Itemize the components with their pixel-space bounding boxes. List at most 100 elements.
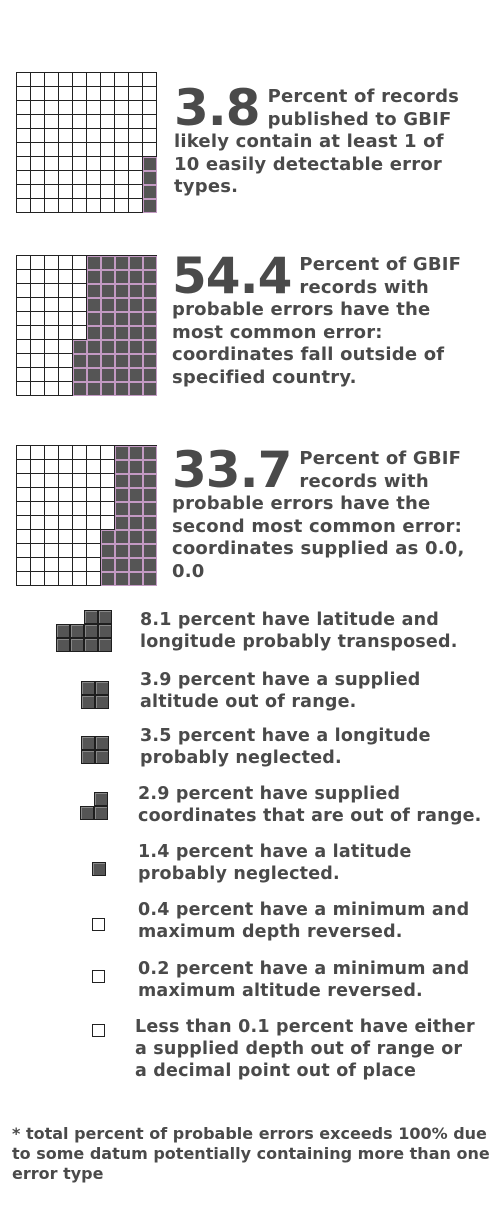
waffle-cell-empty bbox=[59, 284, 73, 298]
waffle-cell-empty bbox=[45, 73, 59, 87]
waffle-cell-empty bbox=[17, 199, 31, 213]
waffle-cell-empty bbox=[87, 502, 101, 516]
waffle-cell-empty bbox=[31, 326, 45, 340]
waffle-cell-filled bbox=[81, 681, 95, 695]
waffle-cell-empty bbox=[115, 115, 129, 129]
waffle-cell-empty bbox=[143, 87, 157, 101]
waffle-cell-spacer bbox=[80, 792, 94, 806]
item-text-7: 0.2 percent have a minimum and maximum a… bbox=[138, 959, 470, 1001]
waffle-cell-empty bbox=[73, 143, 87, 157]
waffle-cell-empty bbox=[59, 446, 73, 460]
waffle-cell-filled bbox=[81, 695, 95, 709]
waffle-cell-empty bbox=[73, 516, 87, 530]
waffle-cell-empty bbox=[59, 256, 73, 270]
waffle-cell-empty bbox=[17, 502, 31, 516]
waffle-cell-empty bbox=[101, 460, 115, 474]
stat-block-2: 54.4 Percent of GBIF records with probab… bbox=[172, 251, 472, 389]
waffle-cell-filled bbox=[143, 474, 157, 488]
waffle-cell-empty bbox=[101, 516, 115, 530]
waffle-cell-empty bbox=[17, 474, 31, 488]
waffle-cell-empty bbox=[129, 143, 143, 157]
waffle-cell-filled bbox=[143, 530, 157, 544]
waffle-cell-filled bbox=[143, 368, 157, 382]
waffle-cell-empty bbox=[143, 101, 157, 115]
waffle-cell-empty bbox=[115, 101, 129, 115]
waffle-cell-empty bbox=[129, 129, 143, 143]
waffle-cell-filled bbox=[98, 610, 112, 624]
waffle-cell-filled bbox=[115, 326, 129, 340]
waffle-cell-empty bbox=[17, 530, 31, 544]
waffle-cell-empty bbox=[73, 460, 87, 474]
waffle-cell-empty bbox=[129, 101, 143, 115]
waffle-cell-filled bbox=[143, 298, 157, 312]
waffle-cell-empty bbox=[17, 544, 31, 558]
waffle-cell-empty bbox=[31, 171, 45, 185]
waffle-cell-empty bbox=[31, 544, 45, 558]
waffle-cell-filled bbox=[87, 354, 101, 368]
waffle-cell-empty bbox=[17, 460, 31, 474]
mini-waffle-3 bbox=[81, 736, 109, 764]
waffle-cell-empty bbox=[31, 382, 45, 396]
waffle-cell-empty bbox=[17, 572, 31, 586]
stat-text-1: Percent of records published to GBIF lik… bbox=[174, 86, 460, 197]
waffle-cell-filled bbox=[101, 572, 115, 586]
waffle-cell-filled bbox=[101, 312, 115, 326]
waffle-cell-empty bbox=[31, 340, 45, 354]
waffle-cell-empty bbox=[31, 115, 45, 129]
waffle-cell-empty bbox=[45, 572, 59, 586]
waffle-cell-empty bbox=[87, 488, 101, 502]
item-text-1: 8.1 percent have latitude and longitude … bbox=[140, 610, 458, 652]
waffle-cell-filled bbox=[115, 382, 129, 396]
waffle-cell-empty bbox=[73, 256, 87, 270]
waffle-grid-2 bbox=[16, 255, 157, 396]
item-text-2: 3.9 percent have a supplied altitude out… bbox=[140, 670, 421, 712]
waffle-cell-empty bbox=[45, 87, 59, 101]
waffle-cell-empty bbox=[59, 199, 73, 213]
waffle-cell-empty bbox=[17, 87, 31, 101]
waffle-cell-empty bbox=[31, 312, 45, 326]
waffle-cell-empty bbox=[45, 284, 59, 298]
waffle-cell-empty bbox=[87, 446, 101, 460]
waffle-cell-filled bbox=[101, 368, 115, 382]
waffle-cell-filled bbox=[129, 270, 143, 284]
waffle-cell-filled bbox=[115, 298, 129, 312]
waffle-cell-empty bbox=[45, 298, 59, 312]
waffle-cell-empty bbox=[31, 474, 45, 488]
waffle-cell-empty bbox=[31, 298, 45, 312]
waffle-cell-empty bbox=[73, 474, 87, 488]
waffle-cell-empty bbox=[101, 73, 115, 87]
waffle-cell-filled bbox=[129, 326, 143, 340]
waffle-cell-filled bbox=[143, 446, 157, 460]
waffle-cell-empty bbox=[31, 270, 45, 284]
waffle-cell-empty bbox=[101, 185, 115, 199]
waffle-cell-empty bbox=[73, 446, 87, 460]
waffle-cell-filled bbox=[143, 558, 157, 572]
waffle-cell-filled bbox=[81, 750, 95, 764]
waffle-cell-empty bbox=[101, 115, 115, 129]
waffle-cell-filled bbox=[129, 382, 143, 396]
waffle-cell-filled bbox=[95, 681, 109, 695]
waffle-cell-filled bbox=[95, 736, 109, 750]
stat-block-3: 33.7 Percent of GBIF records with probab… bbox=[172, 445, 482, 583]
waffle-cell-empty bbox=[59, 558, 73, 572]
waffle-cell-empty bbox=[59, 474, 73, 488]
waffle-cell-filled bbox=[143, 502, 157, 516]
waffle-cell-empty bbox=[87, 516, 101, 530]
footnote: * total percent of probable errors excee… bbox=[12, 1124, 490, 1183]
waffle-cell-empty bbox=[59, 115, 73, 129]
waffle-cell-filled bbox=[87, 368, 101, 382]
waffle-cell-empty bbox=[87, 129, 101, 143]
waffle-cell-filled bbox=[87, 382, 101, 396]
waffle-cell-empty bbox=[17, 143, 31, 157]
stat-block-1: 3.8 Percent of records published to GBIF… bbox=[174, 83, 474, 199]
waffle-cell-filled bbox=[143, 544, 157, 558]
waffle-cell-filled bbox=[87, 270, 101, 284]
waffle-cell-filled bbox=[129, 368, 143, 382]
waffle-cell-filled bbox=[129, 354, 143, 368]
waffle-cell-filled bbox=[115, 284, 129, 298]
waffle-cell-empty bbox=[73, 488, 87, 502]
waffle-cell-filled bbox=[129, 446, 143, 460]
waffle-cell-empty bbox=[59, 129, 73, 143]
waffle-cell-filled bbox=[129, 544, 143, 558]
waffle-cell-empty bbox=[73, 129, 87, 143]
